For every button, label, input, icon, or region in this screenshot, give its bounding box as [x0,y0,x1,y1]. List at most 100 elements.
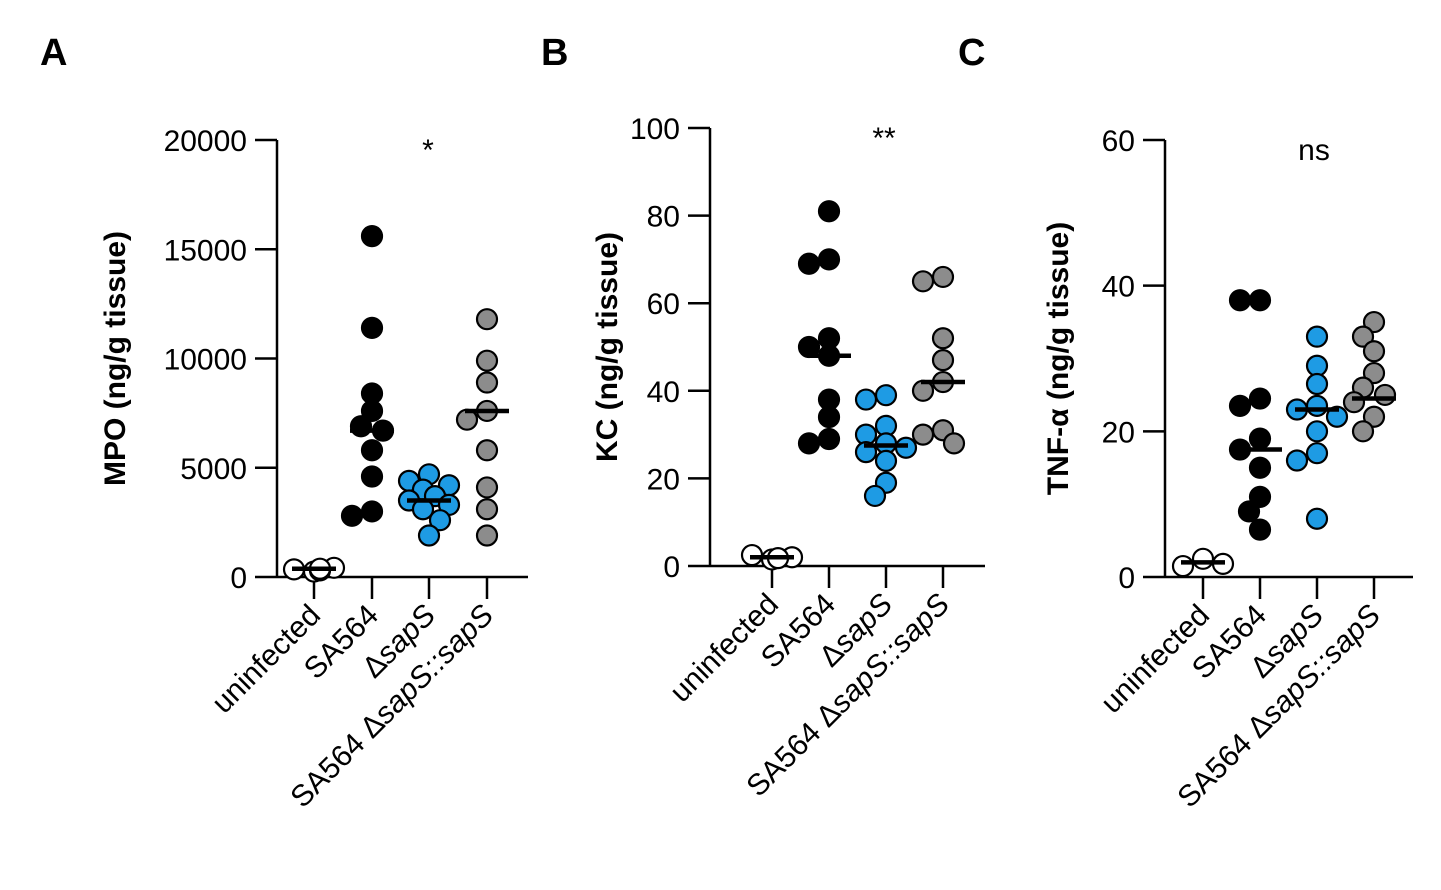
data-point [340,504,364,527]
data-point [1362,361,1386,385]
data-point [817,405,841,429]
y-tick-label: 40 [1102,271,1135,304]
data-point [360,465,384,488]
data-point [931,349,955,372]
data-point [1285,449,1309,472]
y-tick-label: 15000 [164,234,247,267]
series-group [740,543,804,571]
data-point [475,439,499,462]
data-point [911,423,935,446]
data-point [1305,372,1329,396]
series-group [854,384,918,508]
data-point [1305,325,1329,348]
data-point [1362,405,1386,428]
data-point [817,427,841,451]
y-tick-label: 5000 [180,453,247,486]
data-point [1228,289,1252,312]
data-point [817,248,841,271]
data-point [475,371,499,394]
y-axis-title: KC (ng/g tissue) [591,232,624,462]
data-point [360,439,384,462]
data-point [360,500,384,523]
data-point [911,270,935,293]
data-point [817,200,841,223]
panel-letter: C [958,32,985,74]
data-point [1248,456,1272,479]
y-tick-label: 20 [1102,416,1135,449]
data-point [931,265,955,289]
y-tick-label: 100 [630,113,680,146]
series-group [282,556,346,583]
data-point [1351,325,1375,348]
data-point [475,498,499,521]
data-point [360,225,384,248]
panel-letter: B [541,32,568,74]
data-point [1305,354,1329,377]
data-point [1362,310,1386,334]
y-axis-title: TNF-α (ng/g tissue) [1042,222,1075,495]
series-group [1171,547,1235,578]
data-point [1305,442,1329,465]
data-point [1248,289,1272,312]
data-point [1373,383,1397,407]
series-group [397,463,461,547]
data-point [1325,405,1349,428]
series-group [455,308,509,547]
y-tick-label: 0 [663,551,680,584]
y-tick-label: 60 [1102,125,1135,158]
data-point [428,509,452,532]
y-axis-title: MPO (ng/g tissue) [99,231,132,486]
data-point [1351,420,1375,443]
series-group [1342,310,1397,443]
data-point [349,415,373,438]
series-group [911,265,966,455]
data-point [797,432,821,455]
data-point [1248,485,1272,508]
data-point [797,252,821,275]
data-point [360,316,384,340]
y-tick-label: 20 [647,463,680,496]
data-point [874,449,898,472]
data-point [475,476,499,499]
data-point [1191,547,1215,570]
panel-letter: A [40,32,67,74]
data-point [417,524,441,547]
data-point [1305,507,1329,530]
y-tick-label: 10000 [164,344,247,377]
data-point [1248,427,1272,450]
data-point [1171,554,1195,578]
series-group [797,200,851,455]
data-point [475,524,499,547]
data-point [1248,518,1272,541]
y-tick-label: 40 [647,376,680,409]
significance-label: ** [872,122,896,155]
data-point [1362,340,1386,363]
data-point [931,327,955,350]
significance-label: * [422,134,434,167]
y-tick-label: 0 [230,562,247,595]
series-group [340,225,395,527]
data-point [475,308,499,331]
y-tick-label: 60 [647,288,680,321]
data-point [854,388,878,411]
data-point [1305,394,1329,417]
data-point [1248,387,1272,410]
data-point [863,484,887,508]
data-point [1342,391,1366,414]
data-point [475,349,499,372]
y-tick-label: 80 [647,201,680,234]
data-point [942,432,966,455]
significance-label: ns [1298,134,1330,167]
y-tick-label: 0 [1118,562,1135,595]
y-tick-label: 20000 [164,125,247,158]
data-point [874,384,898,407]
data-point [1228,394,1252,417]
data-point [360,399,384,423]
series-group [1228,289,1282,541]
data-point [1237,500,1261,523]
data-point [1305,420,1329,443]
